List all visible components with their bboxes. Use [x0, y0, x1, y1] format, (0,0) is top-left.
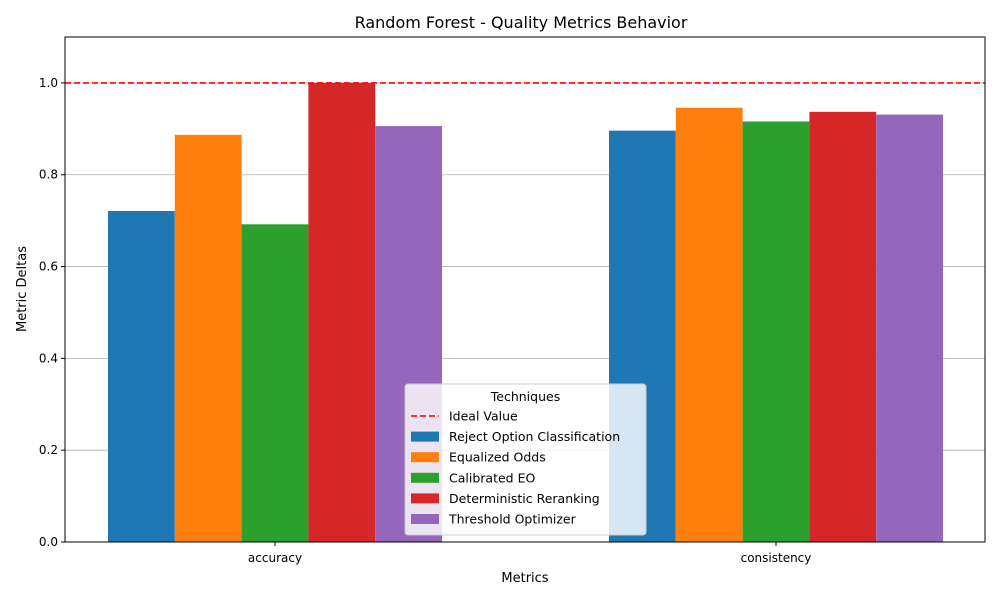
legend-label-ideal-value: Ideal Value [449, 409, 518, 424]
y-tick-label: 1.0 [39, 76, 58, 90]
legend-label: Deterministic Reranking [449, 491, 600, 506]
legend-label: Equalized Odds [449, 450, 546, 465]
bar-consistency-threshold-optimizer [876, 114, 943, 542]
plot-frame [64, 36, 986, 543]
legend-swatch [411, 514, 439, 524]
y-axis: 0.0 0.2 0.4 0.6 0.8 1.0 [39, 76, 65, 549]
legend: Techniques Ideal Value Reject Option Class… [404, 383, 647, 536]
x-axis-label: Metrics [501, 571, 548, 586]
bar-consistency-calibrated-eo [742, 121, 810, 543]
bar-accuracy-calibrated-eo [241, 224, 309, 543]
legend-box [404, 383, 647, 536]
y-tick-label: 0.6 [39, 260, 58, 274]
y-tick-label: 0.4 [39, 351, 58, 365]
chart-title: Random Forest - Quality Metrics Behavior [355, 13, 688, 32]
legend-title: Techniques [490, 389, 560, 404]
x-axis: accuracy consistency [248, 542, 811, 565]
x-tick-label: accuracy [248, 551, 302, 565]
y-tick-label: 0.2 [39, 443, 58, 457]
legend-label: Reject Option Classification [449, 429, 620, 444]
bar-accuracy-reject-option-classification [108, 210, 175, 542]
bar-accuracy-equalized-odds [174, 134, 242, 542]
legend-swatch [411, 472, 439, 483]
x-tick-label: consistency [741, 551, 812, 565]
y-tick-label: 0.0 [39, 535, 58, 549]
legend-swatch [411, 452, 439, 463]
legend-swatch [411, 431, 439, 442]
bar-consistency-deterministic-reranking [809, 111, 877, 542]
y-axis-label: Metric Deltas [15, 246, 30, 332]
bar-accuracy-deterministic-reranking [308, 82, 376, 542]
legend-label: Threshold Optimizer [448, 512, 577, 527]
y-tick-label: 0.8 [39, 168, 58, 182]
bar-consistency-equalized-odds [675, 107, 743, 542]
legend-swatch [411, 493, 439, 504]
legend-label: Calibrated EO [449, 470, 535, 485]
